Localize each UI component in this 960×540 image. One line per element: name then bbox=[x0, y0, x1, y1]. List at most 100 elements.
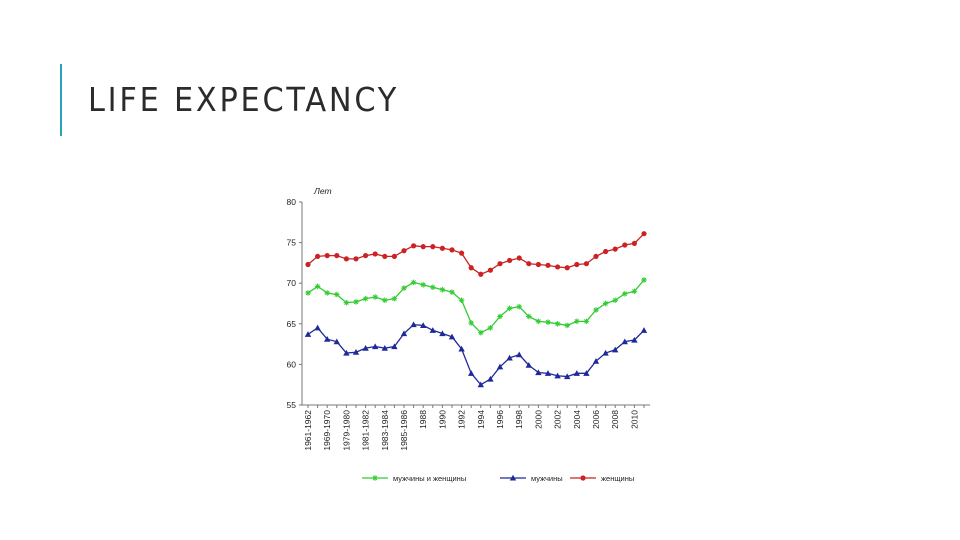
data-point bbox=[478, 271, 484, 277]
legend-item-2: мужчины bbox=[500, 474, 563, 483]
data-point bbox=[334, 291, 340, 298]
data-point bbox=[420, 322, 427, 328]
data-point bbox=[631, 336, 638, 343]
x-tick-label: 1979-1980 bbox=[341, 410, 351, 451]
data-point bbox=[362, 295, 369, 302]
data-point bbox=[497, 313, 503, 320]
x-tick-label: 2008 bbox=[610, 410, 620, 429]
data-point bbox=[459, 250, 465, 256]
y-axis-label: Лет bbox=[313, 186, 332, 196]
data-point bbox=[372, 475, 378, 481]
life-expectancy-chart: 55 60 65 70 75 80 Лет 1961-1962 1969-1970 1979-1… bbox=[287, 186, 650, 483]
x-tick-label: 1994 bbox=[476, 410, 486, 429]
data-point bbox=[381, 344, 388, 351]
data-point bbox=[420, 244, 426, 250]
data-point bbox=[516, 303, 522, 310]
x-tick-label: 1996 bbox=[495, 410, 505, 429]
data-point bbox=[487, 375, 494, 382]
x-tick-label: 2010 bbox=[629, 410, 639, 429]
y-tick-label: 80 bbox=[287, 197, 297, 207]
data-point bbox=[363, 252, 369, 259]
x-tick-label: 2000 bbox=[533, 410, 543, 429]
data-point bbox=[382, 253, 388, 260]
data-point bbox=[324, 252, 330, 259]
data-point bbox=[555, 264, 561, 270]
data-point bbox=[544, 370, 552, 376]
data-point bbox=[509, 474, 517, 481]
data-point bbox=[574, 318, 580, 325]
x-tick-label: 1981-1982 bbox=[361, 410, 371, 451]
data-point bbox=[343, 299, 350, 306]
series-1 bbox=[305, 277, 647, 336]
data-point bbox=[545, 319, 551, 325]
data-point bbox=[621, 338, 628, 345]
data-point bbox=[362, 344, 369, 351]
data-point bbox=[429, 327, 436, 333]
data-point bbox=[458, 345, 465, 352]
data-point bbox=[516, 255, 522, 261]
data-point bbox=[580, 475, 586, 481]
data-point bbox=[574, 261, 580, 268]
data-point bbox=[477, 381, 484, 388]
y-tick-label: 60 bbox=[287, 359, 297, 369]
data-point bbox=[410, 321, 417, 328]
data-point bbox=[420, 282, 426, 288]
data-point bbox=[410, 279, 417, 286]
title-accent-bar bbox=[60, 64, 62, 136]
data-point bbox=[593, 253, 599, 260]
data-point bbox=[411, 243, 417, 249]
data-point bbox=[391, 253, 397, 260]
data-point bbox=[603, 248, 609, 255]
data-point bbox=[430, 244, 436, 250]
data-point bbox=[305, 261, 311, 268]
y-tick-label: 55 bbox=[287, 400, 297, 410]
data-point bbox=[439, 286, 446, 293]
data-point bbox=[506, 305, 513, 312]
data-point bbox=[554, 321, 561, 327]
data-point bbox=[535, 318, 542, 325]
y-tick-label: 65 bbox=[287, 319, 297, 329]
legend-label: мужчины bbox=[531, 474, 563, 483]
series-line bbox=[307, 233, 645, 276]
y-tick-label: 75 bbox=[287, 238, 297, 248]
data-point bbox=[526, 261, 532, 267]
y-tick-label: 70 bbox=[287, 278, 297, 288]
data-point bbox=[631, 240, 637, 247]
slide-title: LIFE EXPECTANCY bbox=[88, 80, 400, 119]
x-tick-label: 1990 bbox=[437, 410, 447, 429]
x-tick-label: 1992 bbox=[457, 410, 467, 429]
data-point bbox=[622, 290, 628, 297]
data-point bbox=[612, 346, 619, 353]
data-point bbox=[372, 294, 378, 300]
data-point bbox=[353, 299, 359, 305]
data-point bbox=[401, 285, 407, 291]
data-point bbox=[372, 251, 378, 257]
data-point bbox=[304, 331, 312, 337]
data-point bbox=[583, 261, 589, 267]
data-point bbox=[449, 289, 455, 295]
x-tick-label: 2004 bbox=[572, 410, 582, 429]
data-point bbox=[573, 370, 580, 376]
data-point bbox=[564, 373, 571, 380]
data-point bbox=[612, 246, 618, 252]
data-point bbox=[343, 349, 350, 356]
series-line bbox=[307, 279, 645, 334]
data-point bbox=[497, 261, 503, 267]
data-point bbox=[468, 320, 474, 326]
data-point bbox=[545, 262, 551, 268]
data-point bbox=[353, 256, 359, 262]
data-point bbox=[315, 253, 321, 260]
data-point bbox=[439, 330, 446, 337]
data-point bbox=[602, 300, 609, 307]
data-point bbox=[352, 349, 360, 355]
x-tick-label: 1961-1962 bbox=[303, 410, 313, 451]
series-3 bbox=[305, 231, 647, 277]
data-point bbox=[449, 247, 455, 253]
data-point bbox=[468, 370, 475, 376]
x-tick-label: 1985-1986 bbox=[399, 410, 409, 451]
data-point bbox=[314, 324, 321, 331]
series-2 bbox=[304, 321, 648, 388]
data-point bbox=[448, 333, 456, 340]
data-point bbox=[458, 297, 465, 304]
data-point bbox=[439, 245, 445, 251]
